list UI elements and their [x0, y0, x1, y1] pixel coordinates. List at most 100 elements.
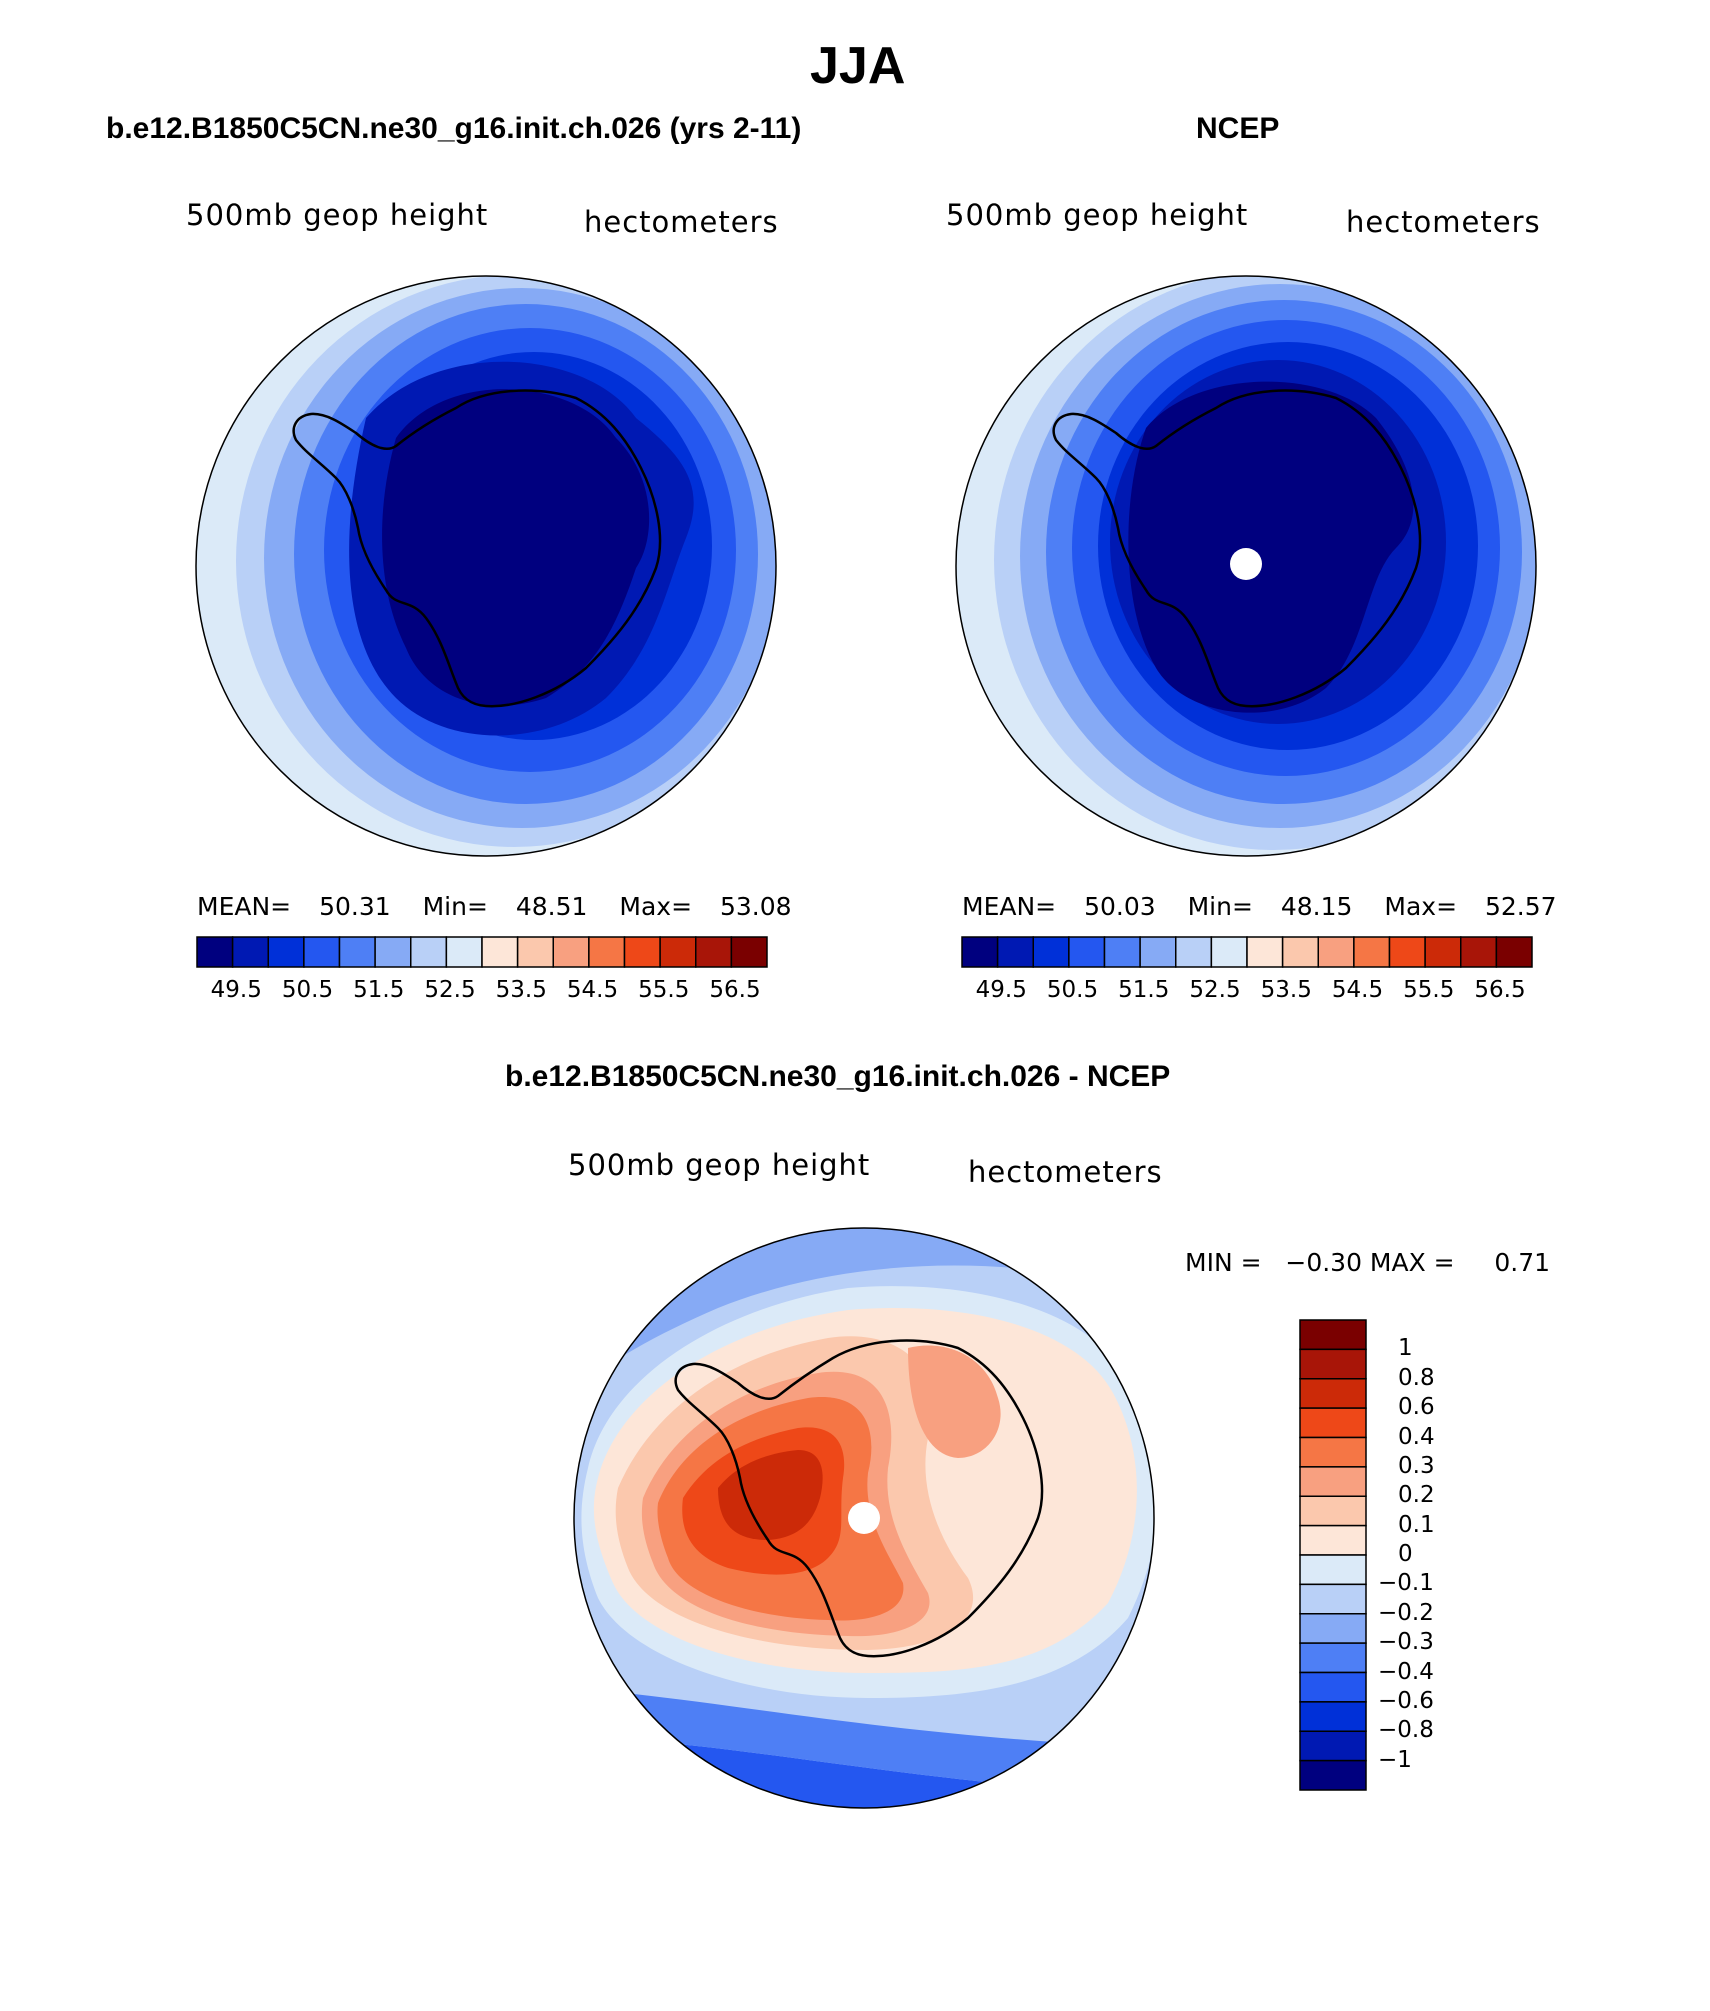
panel-diff-coastline-antarctica [674, 1339, 1044, 1658]
panel-diff-colorbar-box-6 [1299, 1495, 1367, 1527]
panel-obs-stats: MEAN= 50.03 Min= 48.15 Max= 52.57 [962, 892, 1557, 921]
panel-diff-colorbar-tick-label: −0.1 [1378, 1570, 1434, 1597]
panel-model-title: b.e12.B1850C5CN.ne30_g16.init.ch.026 (yr… [106, 112, 802, 145]
panel-diff-map [573, 1227, 1155, 1809]
panel-model-colorbar-box-12 [623, 936, 661, 968]
panel-diff-stats: MIN = −0.30 MAX = 0.71 [1185, 1248, 1551, 1277]
panel-obs-map [955, 275, 1537, 857]
panel-diff-colorbar-box-3 [1299, 1407, 1367, 1439]
panel-model-colorbar-box-4 [338, 936, 376, 968]
panel-diff-colorbar-box-8 [1299, 1554, 1367, 1586]
panel-obs-colorbar-box-12 [1388, 936, 1426, 968]
panel-model-colorbar-tick-label: 55.5 [638, 977, 690, 1003]
panel-model-colorbar-tick-label: 52.5 [424, 977, 476, 1003]
panel-model-colorbar-tick-label: 51.5 [353, 977, 405, 1003]
panel-diff-colorbar-ticks: 1 0.8 0.6 0.4 0.3 0.2 0.1 0 −0.1 −0.2 −0.3 −0.4 −0.6… [1378, 1320, 1498, 1790]
panel-diff-colorbar-box-9 [1299, 1583, 1367, 1615]
panel-diff-colorbar-tick-label: 0.3 [1398, 1452, 1435, 1479]
panel-diff-colorbar-box-5 [1299, 1466, 1367, 1497]
panel-diff-contour-0-8 [718, 1450, 823, 1540]
panel-obs-units-label: hectometers [1346, 205, 1541, 239]
panel-obs-colorbar-tick-label: 52.5 [1189, 977, 1241, 1003]
panel-model-colorbar-box-2 [267, 936, 305, 968]
panel-model-colorbar [196, 936, 768, 968]
panel-model-colorbar-box-14 [695, 936, 733, 968]
panel-model-colorbar-box-1 [231, 936, 269, 968]
panel-obs-colorbar-tick-label: 55.5 [1403, 977, 1455, 1003]
panel-obs-coastline-antarctica [1052, 389, 1422, 708]
panel-obs-contour-49 [1128, 381, 1414, 713]
panel-model-variable-label: 500mb geop height [186, 198, 489, 232]
panel-diff-colorbar-tick-label: 1 [1398, 1335, 1413, 1362]
panel-diff-colorbar-tick-label: −0.3 [1378, 1629, 1434, 1656]
panel-diff-patch-east-a [908, 1345, 1001, 1458]
panel-obs-colorbar-box-2 [1032, 936, 1070, 968]
panel-obs-colorbar-box-10 [1317, 936, 1355, 968]
panel-obs-colorbar-box-9 [1281, 936, 1319, 968]
panel-obs-colorbar-box-5 [1139, 936, 1177, 968]
panel-obs-max-value: 52.57 [1485, 892, 1557, 921]
panel-obs-colorbar-tick-label: 50.5 [1046, 977, 1099, 1003]
panel-model-colorbar-box-11 [588, 936, 626, 968]
panel-model-colorbar-tick-label: 50.5 [281, 977, 334, 1003]
panel-diff-colorbar-box-0 [1299, 1319, 1367, 1351]
panel-diff-title: b.e12.B1850C5CN.ne30_g16.init.ch.026 - N… [505, 1060, 1171, 1093]
panel-model-coastline-antarctica [292, 389, 662, 708]
panel-model-colorbar-box-15 [730, 936, 768, 968]
panel-obs-mean-value: 50.03 [1084, 892, 1156, 921]
panel-diff-colorbar-tick-label: 0.6 [1398, 1394, 1435, 1421]
panel-diff-colorbar [1299, 1319, 1367, 1791]
panel-model-map-boundary [195, 275, 777, 857]
panel-diff-units-label: hectometers [968, 1155, 1163, 1189]
panel-model-colorbar-tick-label: 54.5 [566, 977, 619, 1003]
panel-model-max-value: 53.08 [720, 892, 792, 921]
panel-diff-colorbar-box-12 [1299, 1671, 1367, 1703]
panel-model-max-label: Max= [619, 892, 693, 921]
page-title: JJA [810, 37, 906, 95]
panel-obs-colorbar-box-3 [1068, 936, 1106, 968]
panel-obs-title: NCEP [1196, 112, 1280, 145]
panel-diff-colorbar-tick-label: 0.8 [1398, 1364, 1435, 1391]
panel-model-min-value: 48.51 [515, 892, 588, 921]
panel-diff-variable-label: 500mb geop height [568, 1148, 871, 1182]
panel-model-colorbar-box-5 [374, 936, 412, 968]
panel-diff-colorbar-tick-label: −0.6 [1378, 1687, 1434, 1714]
panel-obs-mean-label: MEAN= [962, 892, 1057, 921]
panel-model-colorbar-tick-label: 53.5 [495, 977, 547, 1003]
panel-model-mean-value: 50.31 [319, 892, 391, 921]
panel-diff-colorbar-tick-label: −0.2 [1378, 1599, 1434, 1626]
panel-model-colorbar-box-6 [410, 936, 448, 968]
panel-obs-colorbar-ticks: 49.5 50.5 51.5 52.5 53.5 54.5 55.5 56.5 [962, 977, 1532, 1007]
panel-diff-map-boundary [573, 1227, 1155, 1809]
panel-obs-colorbar-box-15 [1495, 936, 1533, 968]
panel-obs-colorbar-box-6 [1175, 936, 1213, 968]
panel-obs-colorbar-box-13 [1424, 936, 1462, 968]
panel-obs-colorbar-tick-label: 54.5 [1331, 977, 1384, 1003]
panel-model-stats: MEAN= 50.31 Min= 48.51 Max= 53.08 [197, 892, 792, 921]
panel-obs-colorbar-box-14 [1460, 936, 1498, 968]
panel-obs-colorbar-tick-label: 53.5 [1260, 977, 1312, 1003]
panel-model-colorbar-tick-label: 49.5 [210, 977, 262, 1003]
panel-diff-colorbar-tick-label: −0.4 [1378, 1658, 1434, 1685]
panel-obs-colorbar-box-8 [1246, 936, 1284, 968]
panel-obs-map-boundary [955, 275, 1537, 857]
panel-model-map [195, 275, 777, 857]
panel-model-colorbar-box-10 [552, 936, 590, 968]
panel-obs-colorbar-box-0 [961, 936, 999, 968]
panel-diff-pole-mask [848, 1502, 880, 1534]
panel-model-colorbar-box-13 [659, 936, 697, 968]
panel-diff-colorbar-tick-label: 0.4 [1398, 1423, 1435, 1450]
panel-obs-min-label: Min= [1187, 892, 1253, 921]
panel-diff-colorbar-tick-label: 0.1 [1398, 1511, 1435, 1538]
panel-obs-min-value: 48.15 [1280, 892, 1353, 921]
panel-model-min-label: Min= [422, 892, 488, 921]
panel-diff-colorbar-box-7 [1299, 1524, 1367, 1556]
panel-obs-colorbar [961, 936, 1533, 968]
panel-model-colorbar-box-3 [303, 936, 341, 968]
panel-obs-max-label: Max= [1384, 892, 1458, 921]
panel-diff-colorbar-box-15 [1299, 1759, 1367, 1791]
panel-obs-pole-mask [1230, 548, 1262, 580]
panel-model-units-label: hectometers [584, 205, 779, 239]
panel-diff-patch-east-b [979, 1466, 1054, 1578]
panel-model-mean-label: MEAN= [197, 892, 292, 921]
